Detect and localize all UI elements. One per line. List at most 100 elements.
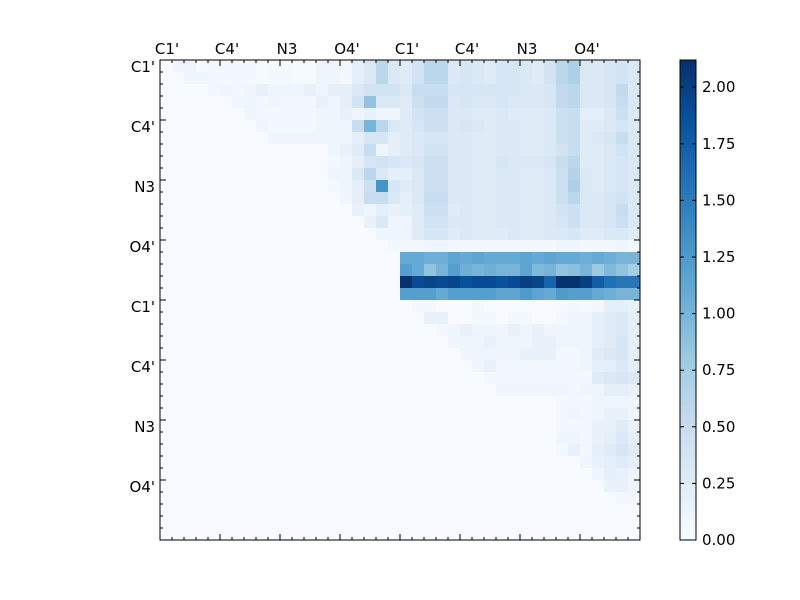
heatmap-cell [472,252,485,265]
heatmap-cell [424,444,437,457]
heatmap-cell [496,504,509,517]
heatmap-cell [520,372,533,385]
heatmap-cell [556,300,569,313]
heatmap-cell [196,96,209,109]
heatmap-cell [544,504,557,517]
heatmap-cell [160,396,173,409]
heatmap-cell [172,384,185,397]
heatmap-cell [268,372,281,385]
heatmap-cell [544,420,557,433]
heatmap-cell [244,252,257,265]
heatmap-cell [568,96,581,109]
heatmap-cell [220,192,233,205]
heatmap-cell [376,132,389,145]
heatmap-cell [520,468,533,481]
heatmap-cell [532,456,545,469]
heatmap-cell [592,180,605,193]
heatmap-cell [340,60,353,73]
heatmap-cell [532,264,545,277]
heatmap-cell [232,108,245,121]
heatmap-cell [316,492,329,505]
y-tick-label: C1' [131,298,155,316]
heatmap-cell [364,288,377,301]
heatmap-cell [544,324,557,337]
heatmap-cell [556,96,569,109]
heatmap-cell [544,228,557,241]
heatmap-cell [568,336,581,349]
heatmap-cell [268,504,281,517]
heatmap-cell [532,276,545,289]
heatmap-cell [472,528,485,541]
heatmap-cell [460,324,473,337]
heatmap-cell [376,108,389,121]
heatmap-cell [352,372,365,385]
heatmap-cell [424,204,437,217]
heatmap-cell [604,312,617,325]
heatmap-cell [496,300,509,313]
heatmap-cell [544,144,557,157]
heatmap-cell [520,336,533,349]
heatmap-cell [448,192,461,205]
heatmap-cell [340,252,353,265]
heatmap-cell [472,84,485,97]
heatmap-cell [604,444,617,457]
heatmap-cell [268,192,281,205]
heatmap-cell [568,216,581,229]
heatmap-cell [556,360,569,373]
heatmap-cell [592,252,605,265]
heatmap-cell [340,300,353,313]
heatmap-cell [436,264,449,277]
heatmap-cell [232,336,245,349]
heatmap-cell [520,216,533,229]
heatmap-cell [628,480,641,493]
x-tick-label: N3 [517,40,538,58]
heatmap-cell [292,300,305,313]
heatmap-cell [328,276,341,289]
heatmap-cell [496,120,509,133]
heatmap-cell [460,312,473,325]
heatmap-cell [208,432,221,445]
heatmap-cell [208,156,221,169]
heatmap-cell [292,84,305,97]
heatmap-cell [484,528,497,541]
heatmap-cell [388,60,401,73]
heatmap-cell [244,300,257,313]
heatmap-cell [388,456,401,469]
heatmap-cell [292,444,305,457]
heatmap-cell [568,360,581,373]
heatmap-cell [628,408,641,421]
heatmap-cell [580,492,593,505]
heatmap-cell [448,96,461,109]
x-tick-label: C4' [455,40,479,58]
heatmap-cell [364,84,377,97]
heatmap-cell [208,480,221,493]
heatmap-cell [556,132,569,145]
heatmap-cell [160,180,173,193]
heatmap-cell [616,396,629,409]
heatmap-cell [352,288,365,301]
heatmap-cell [160,516,173,529]
heatmap-cell [220,216,233,229]
heatmap-cell [604,156,617,169]
heatmap-cell [256,276,269,289]
heatmap-cell [628,384,641,397]
heatmap-cell [364,360,377,373]
heatmap-cell [316,288,329,301]
heatmap-cell [580,72,593,85]
heatmap-cell [568,252,581,265]
heatmap-cell [256,432,269,445]
heatmap-cell [268,324,281,337]
heatmap-cell [196,456,209,469]
heatmap-cell [568,132,581,145]
heatmap-cell [304,456,317,469]
heatmap-cell [400,144,413,157]
heatmap-cell [496,276,509,289]
heatmap-cell [532,372,545,385]
heatmap-cell [160,300,173,313]
heatmap-cell [376,408,389,421]
heatmap-cell [220,504,233,517]
heatmap-cell [508,240,521,253]
heatmap-cell [604,120,617,133]
heatmap-cell [508,228,521,241]
heatmap-cell [472,396,485,409]
